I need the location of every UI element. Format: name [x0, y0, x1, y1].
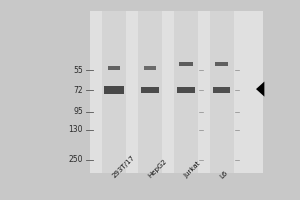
Bar: [104, 86, 124, 94]
Bar: [210, 11, 234, 173]
Bar: [144, 66, 156, 70]
Bar: [177, 87, 195, 93]
Bar: [179, 62, 193, 66]
Bar: [215, 62, 228, 66]
Text: 95: 95: [73, 107, 83, 116]
Text: 130: 130: [68, 125, 83, 134]
Bar: [138, 11, 162, 173]
Bar: [102, 11, 126, 173]
Bar: [141, 87, 159, 93]
Bar: [174, 11, 198, 173]
Bar: [108, 66, 120, 70]
Text: 55: 55: [73, 66, 83, 75]
Text: Jurkat: Jurkat: [183, 161, 202, 179]
Text: L6: L6: [219, 169, 229, 179]
Text: 72: 72: [73, 86, 83, 95]
Bar: [90, 11, 263, 173]
Text: 293T/17: 293T/17: [111, 155, 136, 179]
Text: HepG2: HepG2: [147, 158, 168, 179]
Polygon shape: [256, 82, 264, 97]
Text: 250: 250: [68, 155, 83, 164]
Bar: [213, 87, 230, 93]
